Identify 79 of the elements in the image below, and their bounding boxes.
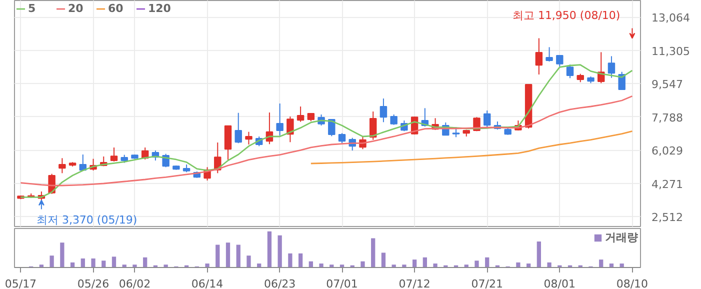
candlestick (286, 116, 294, 143)
line-series (20, 95, 633, 186)
x-tick-label: 07/01 (326, 278, 358, 289)
bar (246, 256, 251, 268)
bar (143, 257, 148, 268)
candlestick (276, 103, 284, 136)
bar (422, 257, 427, 268)
candlestick (380, 98, 388, 123)
bar (371, 238, 376, 268)
legend-label: 60 (108, 2, 124, 15)
bar (381, 252, 386, 268)
bar (50, 256, 54, 268)
x-tick-label: 06/14 (191, 278, 224, 289)
line-series (20, 64, 633, 198)
candlestick (328, 118, 336, 137)
x-tick-label: 06/23 (264, 278, 296, 289)
candlestick (58, 158, 66, 174)
bar (319, 264, 324, 268)
bar (516, 262, 520, 268)
bar (599, 260, 604, 268)
candlestick (618, 71, 626, 90)
candlestick (535, 38, 543, 75)
x-tick-label: 05/17 (4, 278, 37, 289)
candlestick (234, 112, 242, 144)
y-tick-label: 2,512 (652, 210, 683, 224)
y-tick-label: 11,305 (652, 44, 690, 58)
bar (226, 242, 230, 268)
bar (216, 244, 220, 268)
candlestick (546, 46, 553, 62)
y-tick-label: 4,271 (652, 178, 683, 191)
candlestick (566, 64, 574, 79)
x-tick-label: 07/12 (398, 278, 430, 289)
bar (102, 260, 106, 268)
bar (474, 260, 479, 268)
bar (91, 258, 96, 268)
bar (205, 264, 210, 268)
bar (288, 253, 292, 268)
x-tick-label: 08/10 (616, 278, 648, 289)
y-tick-label: 6,029 (652, 144, 683, 158)
bar (164, 264, 168, 268)
candlestick (608, 56, 616, 78)
candlestick (556, 54, 564, 68)
bar (267, 231, 272, 268)
candlestick (484, 110, 491, 128)
bar (412, 260, 417, 268)
legend-label: 5 (28, 2, 37, 15)
bar (60, 242, 64, 268)
bar (485, 257, 490, 268)
bar (536, 242, 542, 268)
annotation: 최저 3,370 (05/19) (36, 213, 138, 226)
bar (112, 256, 116, 268)
x-tick-label: 05/26 (77, 278, 110, 289)
line-series (310, 130, 633, 164)
candlestick (338, 132, 346, 144)
x-tick-label: 08/01 (544, 278, 576, 289)
bar (80, 258, 85, 268)
bar (433, 264, 438, 268)
candlestick (296, 106, 304, 122)
bar (402, 264, 406, 268)
bar (298, 253, 303, 268)
bar (236, 244, 240, 268)
bar (360, 261, 365, 268)
annotation: 최고 11,950 (08/10) (512, 9, 620, 22)
candlestick (245, 131, 252, 145)
candlestick (110, 147, 118, 162)
y-tick-label: 13,064 (652, 12, 690, 25)
bar (547, 262, 552, 268)
candlestick (224, 125, 232, 160)
y-tick-label: 9,547 (652, 78, 683, 92)
x-tick-label: 07/21 (471, 278, 503, 289)
legend-label: 120 (148, 2, 171, 15)
x-tick-label: 06/02 (118, 278, 151, 289)
candlestick (390, 114, 398, 126)
legend-label: 20 (68, 2, 84, 15)
legend-label: 거래량 (605, 230, 638, 245)
bar (278, 235, 282, 268)
candlestick (369, 111, 377, 140)
y-tick-label: 7,788 (652, 111, 683, 124)
bar (132, 264, 137, 268)
